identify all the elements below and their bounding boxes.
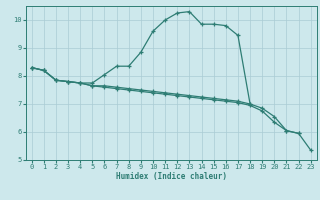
X-axis label: Humidex (Indice chaleur): Humidex (Indice chaleur): [116, 172, 227, 181]
